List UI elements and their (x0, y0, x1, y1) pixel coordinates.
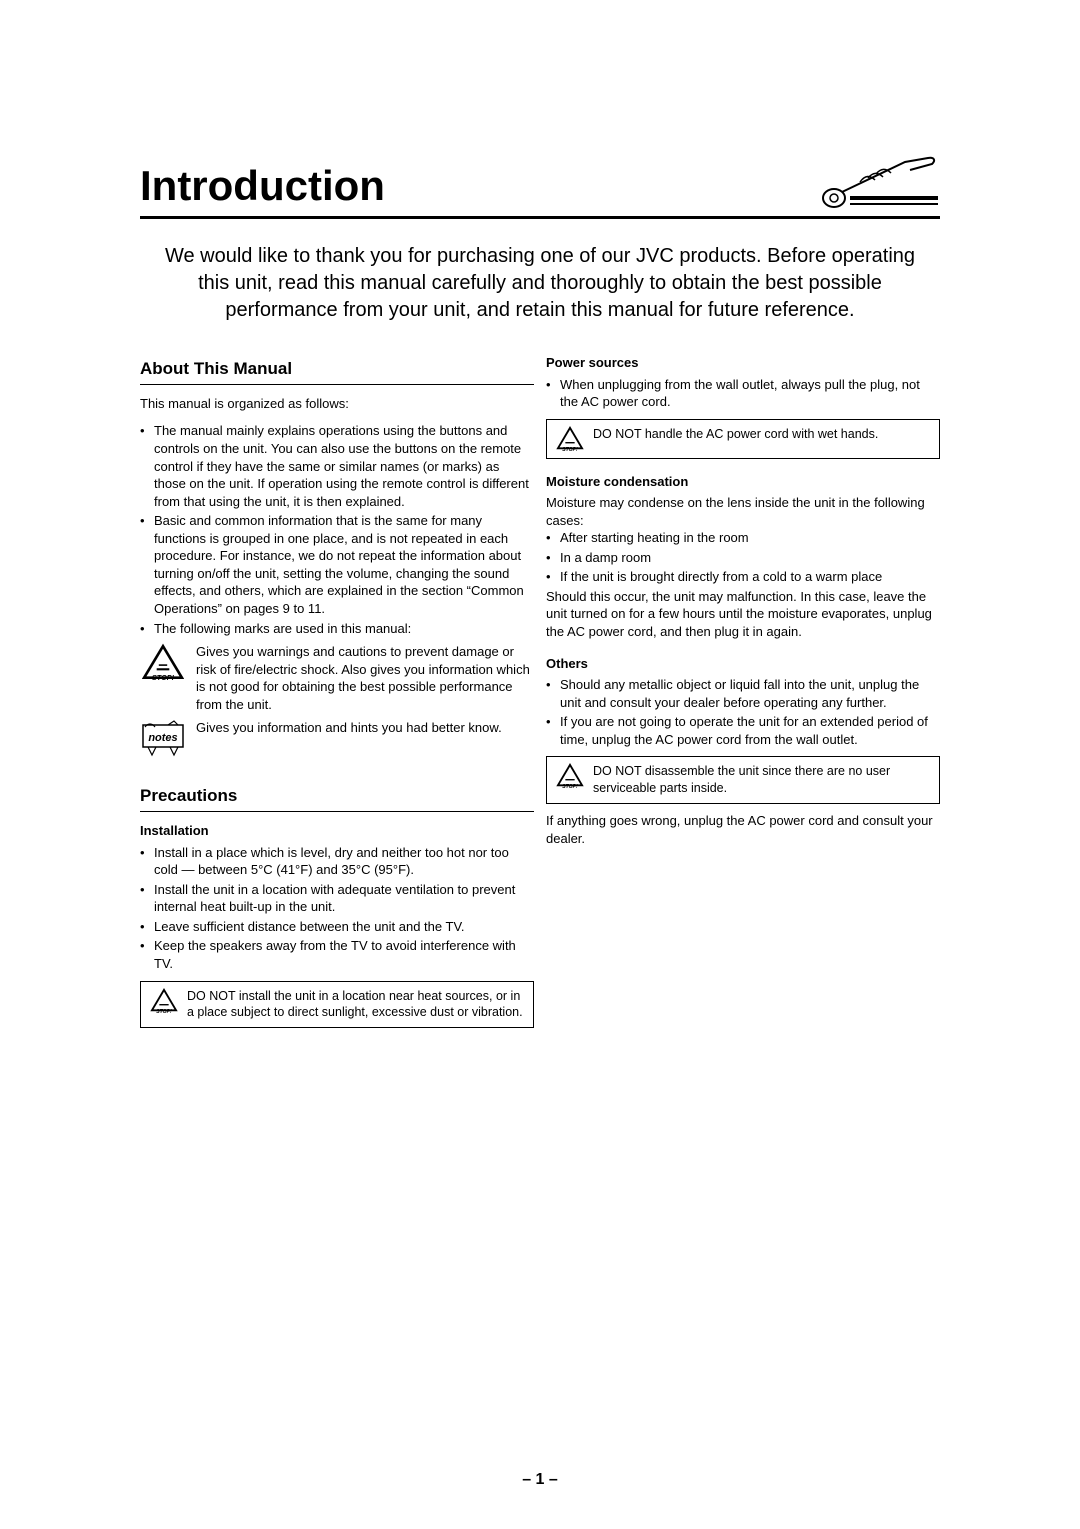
installation-bullet-list: •Install in a place which is level, dry … (140, 844, 534, 973)
bullet-item: •Should any metallic object or liquid fa… (546, 676, 940, 711)
stop-icon (555, 763, 585, 789)
bullet-text: Leave sufficient distance between the un… (154, 918, 534, 936)
bullet-text: Install in a place which is level, dry a… (154, 844, 534, 879)
content-columns: About This Manual This manual is organiz… (140, 352, 940, 1036)
page-title: Introduction (140, 162, 385, 210)
bullet-text: The manual mainly explains operations us… (154, 422, 534, 510)
bullet-item: •Basic and common information that is th… (140, 512, 534, 617)
bullet-item: •When unplugging from the wall outlet, a… (546, 376, 940, 411)
bullet-text: Should any metallic object or liquid fal… (560, 676, 940, 711)
bullet-item: •Install the unit in a location with ade… (140, 881, 534, 916)
bullet-marker: • (140, 918, 154, 936)
power-heading: Power sources (546, 354, 940, 372)
others-bullet-list: •Should any metallic object or liquid fa… (546, 676, 940, 748)
power-warning-box: DO NOT handle the AC power cord with wet… (546, 419, 940, 459)
others-heading: Others (546, 655, 940, 673)
left-column: About This Manual This manual is organiz… (140, 352, 534, 1036)
bullet-item: •After starting heating in the room (546, 529, 940, 547)
moisture-bullet-list: •After starting heating in the room•In a… (546, 529, 940, 586)
stop-icon (555, 426, 585, 452)
bullet-marker: • (140, 881, 154, 916)
notes-icon (140, 719, 186, 759)
bullet-item: •The following marks are used in this ma… (140, 620, 534, 638)
precautions-heading: Precautions (140, 785, 534, 812)
bullet-text: If you are not going to operate the unit… (560, 713, 940, 748)
bullet-text: In a damp room (560, 549, 940, 567)
bullet-text: The following marks are used in this man… (154, 620, 534, 638)
bullet-marker: • (140, 844, 154, 879)
right-column: Power sources •When unplugging from the … (546, 352, 940, 1036)
others-warning-text: DO NOT disassemble the unit since there … (593, 763, 931, 797)
bullet-item: •If the unit is brought directly from a … (546, 568, 940, 586)
moisture-intro: Moisture may condense on the lens inside… (546, 494, 940, 529)
notes-mark-text: Gives you information and hints you had … (196, 719, 534, 737)
stop-mark-text: Gives you warnings and cautions to preve… (196, 643, 534, 713)
about-bullet-list: •The manual mainly explains operations u… (140, 422, 534, 637)
bullet-item: •Keep the speakers away from the TV to a… (140, 937, 534, 972)
bullet-marker: • (140, 512, 154, 617)
bullet-text: Keep the speakers away from the TV to av… (154, 937, 534, 972)
intro-paragraph: We would like to thank you for purchasin… (140, 243, 940, 324)
flute-decoration-icon (810, 150, 940, 210)
notes-mark-row: Gives you information and hints you had … (140, 719, 534, 759)
bullet-marker: • (546, 568, 560, 586)
header: Introduction (140, 150, 940, 219)
page-number: – 1 – (0, 1471, 1080, 1489)
others-after-text: If anything goes wrong, unplug the AC po… (546, 812, 940, 847)
bullet-item: •In a damp room (546, 549, 940, 567)
bullet-text: Basic and common information that is the… (154, 512, 534, 617)
about-intro: This manual is organized as follows: (140, 395, 534, 413)
bullet-item: •Install in a place which is level, dry … (140, 844, 534, 879)
bullet-text: When unplugging from the wall outlet, al… (560, 376, 940, 411)
about-heading: About This Manual (140, 358, 534, 385)
power-bullet-list: •When unplugging from the wall outlet, a… (546, 376, 940, 411)
installation-warning-text: DO NOT install the unit in a location ne… (187, 988, 525, 1022)
bullet-text: Install the unit in a location with adeq… (154, 881, 534, 916)
moisture-after-text: Should this occur, the unit may malfunct… (546, 588, 940, 641)
power-warning-text: DO NOT handle the AC power cord with wet… (593, 426, 931, 443)
bullet-marker: • (546, 549, 560, 567)
moisture-heading: Moisture condensation (546, 473, 940, 491)
bullet-item: •The manual mainly explains operations u… (140, 422, 534, 510)
bullet-marker: • (546, 713, 560, 748)
stop-icon (140, 643, 186, 683)
bullet-marker: • (140, 937, 154, 972)
bullet-marker: • (140, 422, 154, 510)
installation-heading: Installation (140, 822, 534, 840)
others-warning-box: DO NOT disassemble the unit since there … (546, 756, 940, 804)
installation-warning-box: DO NOT install the unit in a location ne… (140, 981, 534, 1029)
bullet-item: •If you are not going to operate the uni… (546, 713, 940, 748)
bullet-text: If the unit is brought directly from a c… (560, 568, 940, 586)
bullet-item: •Leave sufficient distance between the u… (140, 918, 534, 936)
bullet-text: After starting heating in the room (560, 529, 940, 547)
bullet-marker: • (546, 529, 560, 547)
bullet-marker: • (546, 676, 560, 711)
stop-icon (149, 988, 179, 1014)
bullet-marker: • (140, 620, 154, 638)
bullet-marker: • (546, 376, 560, 411)
stop-mark-row: Gives you warnings and cautions to preve… (140, 643, 534, 713)
